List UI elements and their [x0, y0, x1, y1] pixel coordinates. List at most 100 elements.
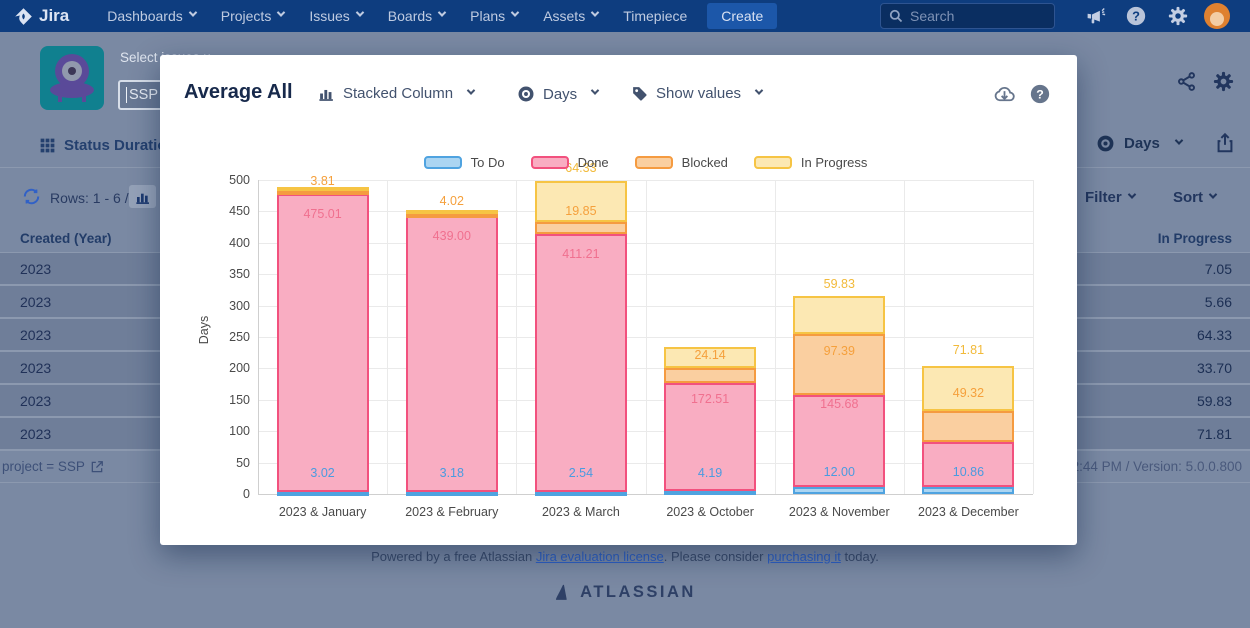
gadget-title-dropdown[interactable]: Status Duration [40, 137, 199, 154]
y-tick-label: 450 [229, 204, 250, 219]
cell-created-year: 2023 [20, 294, 52, 310]
help-icon[interactable]: ? [1125, 5, 1147, 32]
user-avatar[interactable] [1204, 3, 1230, 29]
bar-segment-blocked[interactable] [534, 221, 627, 235]
nav-item-projects[interactable]: Projects [221, 8, 286, 24]
bar-chart-icon [319, 89, 333, 101]
chart-view-button[interactable] [129, 185, 156, 208]
value-label-to-do: 10.86 [952, 465, 985, 479]
search-box[interactable] [880, 3, 1055, 29]
project-jql-link[interactable]: project = SSP [2, 459, 104, 474]
rows-count-label: Rows: 1 - 6 / 6 [50, 190, 141, 206]
purchasing-link[interactable]: purchasing it [767, 549, 841, 564]
share-icon[interactable] [1176, 71, 1197, 97]
export-icon[interactable] [1214, 132, 1236, 159]
bar-segment-blocked[interactable] [922, 410, 1015, 442]
legend-label: Done [577, 155, 609, 170]
legend-swatch [530, 156, 569, 169]
nav-item-label: Issues [309, 8, 350, 24]
value-label-done: 475.01 [303, 206, 342, 221]
cell-in-progress: 7.05 [1204, 261, 1232, 277]
bar-segment-done[interactable] [534, 234, 627, 493]
legend-item-blocked[interactable]: Blocked [634, 155, 728, 170]
bar-segment-done[interactable] [276, 193, 369, 493]
unit-days-dropdown[interactable]: Days [1096, 134, 1184, 153]
bar-segment-to-do[interactable] [276, 492, 369, 497]
chevron-down-icon [590, 8, 600, 17]
column-header-created-year: Created (Year) [20, 231, 112, 246]
create-button[interactable]: Create [707, 3, 778, 29]
value-label-blocked: 97.39 [823, 343, 855, 358]
version-text: 4 12:44 PM / Version: 5.0.0.800 [1052, 459, 1242, 474]
jira-logo[interactable]: Jira [14, 6, 69, 26]
x-gridline [645, 180, 647, 494]
legend-item-to-do[interactable]: To Do [423, 155, 505, 170]
nav-item-dashboards[interactable]: Dashboards [107, 8, 197, 24]
bar-segment-in-progress[interactable] [405, 210, 498, 215]
bar-segment-in-progress[interactable] [534, 181, 627, 222]
cell-in-progress: 5.66 [1204, 294, 1232, 310]
bar-segment-done[interactable] [793, 395, 886, 487]
chevron-down-icon [355, 8, 365, 17]
nav-item-issues[interactable]: Issues [309, 8, 365, 24]
legend-label: To Do [470, 155, 505, 170]
value-label-to-do: 3.18 [439, 466, 464, 481]
bar-segment-done[interactable] [405, 216, 498, 492]
text-caret [126, 87, 127, 103]
nav-item-plans[interactable]: Plans [470, 8, 520, 24]
bar-segment-in-progress[interactable] [922, 365, 1015, 411]
search-input[interactable] [910, 8, 1030, 24]
chevron-down-icon [1127, 189, 1136, 199]
footer-text: . Please consider [663, 549, 768, 564]
sort-dropdown[interactable]: Sort [1173, 189, 1218, 206]
unit-dropdown[interactable]: Days [517, 85, 600, 103]
cell-in-progress: 64.33 [1196, 327, 1232, 343]
nav-item-timepiece[interactable]: Timepiece [623, 8, 687, 24]
filter-dropdown[interactable]: Filter [1085, 189, 1136, 206]
unit-days-label: Days [1124, 135, 1160, 152]
chart-type-dropdown[interactable]: Stacked Column [318, 85, 476, 102]
bar-segment-in-progress[interactable] [793, 296, 886, 334]
show-values-dropdown[interactable]: Show values [631, 85, 764, 102]
value-label-in-progress: 71.81 [952, 343, 985, 358]
x-category-label: 2023 & March [541, 505, 620, 519]
bar-segment-to-do[interactable] [534, 492, 627, 497]
x-gridline [516, 180, 518, 494]
nav-item-boards[interactable]: Boards [388, 8, 447, 24]
search-icon [889, 9, 903, 23]
cell-created-year: 2023 [20, 393, 52, 409]
show-values-label: Show values [656, 85, 742, 102]
bar-segment-in-progress[interactable] [664, 346, 757, 368]
bar-segment-done[interactable] [922, 441, 1015, 488]
evaluation-license-link[interactable]: Jira evaluation license [535, 549, 664, 564]
cell-created-year: 2023 [20, 327, 52, 343]
settings-gear-icon[interactable] [1167, 5, 1189, 32]
chevron-down-icon [277, 8, 286, 17]
bar-segment-blocked[interactable] [276, 191, 369, 196]
target-eye-icon [518, 86, 534, 102]
gadget-title: Status Duration [64, 137, 176, 154]
gadget-gear-icon[interactable] [1212, 70, 1235, 98]
announcements-icon[interactable] [1085, 5, 1106, 31]
y-tick-label: 100 [229, 424, 250, 439]
bar-segment-in-progress[interactable] [276, 187, 369, 192]
x-gridline [387, 180, 389, 494]
cloud-download-icon[interactable] [993, 83, 1016, 111]
bar-segment-blocked[interactable] [664, 367, 757, 384]
grid-icon [40, 138, 55, 153]
legend-item-done[interactable]: Done [530, 155, 609, 170]
bar-segment-to-do[interactable] [405, 492, 498, 496]
bar-segment-to-do[interactable] [793, 486, 886, 494]
bar-segment-done[interactable] [664, 383, 757, 492]
bar-segment-to-do[interactable] [922, 487, 1015, 494]
bar-segment-to-do[interactable] [664, 491, 757, 496]
bar-segment-blocked[interactable] [405, 213, 498, 218]
bar-segment-blocked[interactable] [793, 333, 886, 395]
x-gridline [258, 180, 259, 494]
modal-help-icon[interactable]: ? [1029, 83, 1051, 110]
legend-item-in-progress[interactable]: In Progress [753, 155, 867, 170]
refresh-icon[interactable] [22, 187, 41, 211]
cell-created-year: 2023 [20, 360, 52, 376]
nav-item-assets[interactable]: Assets [543, 8, 600, 24]
gadget-app-icon [40, 46, 104, 110]
